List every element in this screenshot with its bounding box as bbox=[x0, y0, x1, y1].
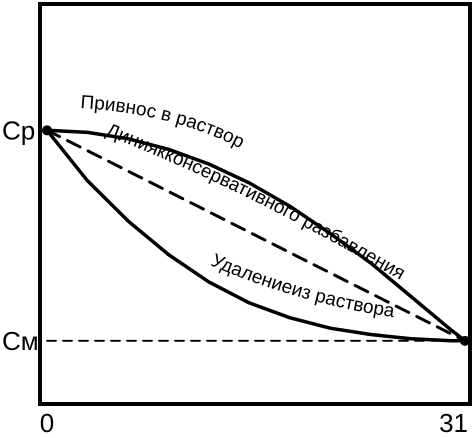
series-layer bbox=[42, 125, 470, 346]
curve-labels: Привнос в раствор Диниякконсервативного … bbox=[80, 92, 409, 322]
axis-ticks: Cp Cм 0 31 bbox=[2, 115, 468, 438]
plot-frame bbox=[38, 2, 472, 406]
x-tick-label-0: 0 bbox=[40, 408, 54, 438]
series-line-2 bbox=[45, 128, 467, 343]
y-tick-label-0: Cp bbox=[2, 115, 35, 145]
y-tick-label-1: Cм bbox=[2, 326, 39, 356]
series-line-1 bbox=[45, 128, 467, 343]
x-tick-label-1: 31 bbox=[439, 408, 468, 438]
convergence-point-0 bbox=[42, 125, 52, 136]
series-line-0 bbox=[45, 128, 467, 343]
convergence-point-1 bbox=[460, 335, 470, 346]
series-label-conservative-dilution: Диниякконсервативного разбавления bbox=[103, 120, 408, 284]
